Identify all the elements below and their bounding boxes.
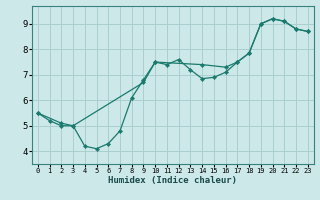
X-axis label: Humidex (Indice chaleur): Humidex (Indice chaleur): [108, 176, 237, 185]
